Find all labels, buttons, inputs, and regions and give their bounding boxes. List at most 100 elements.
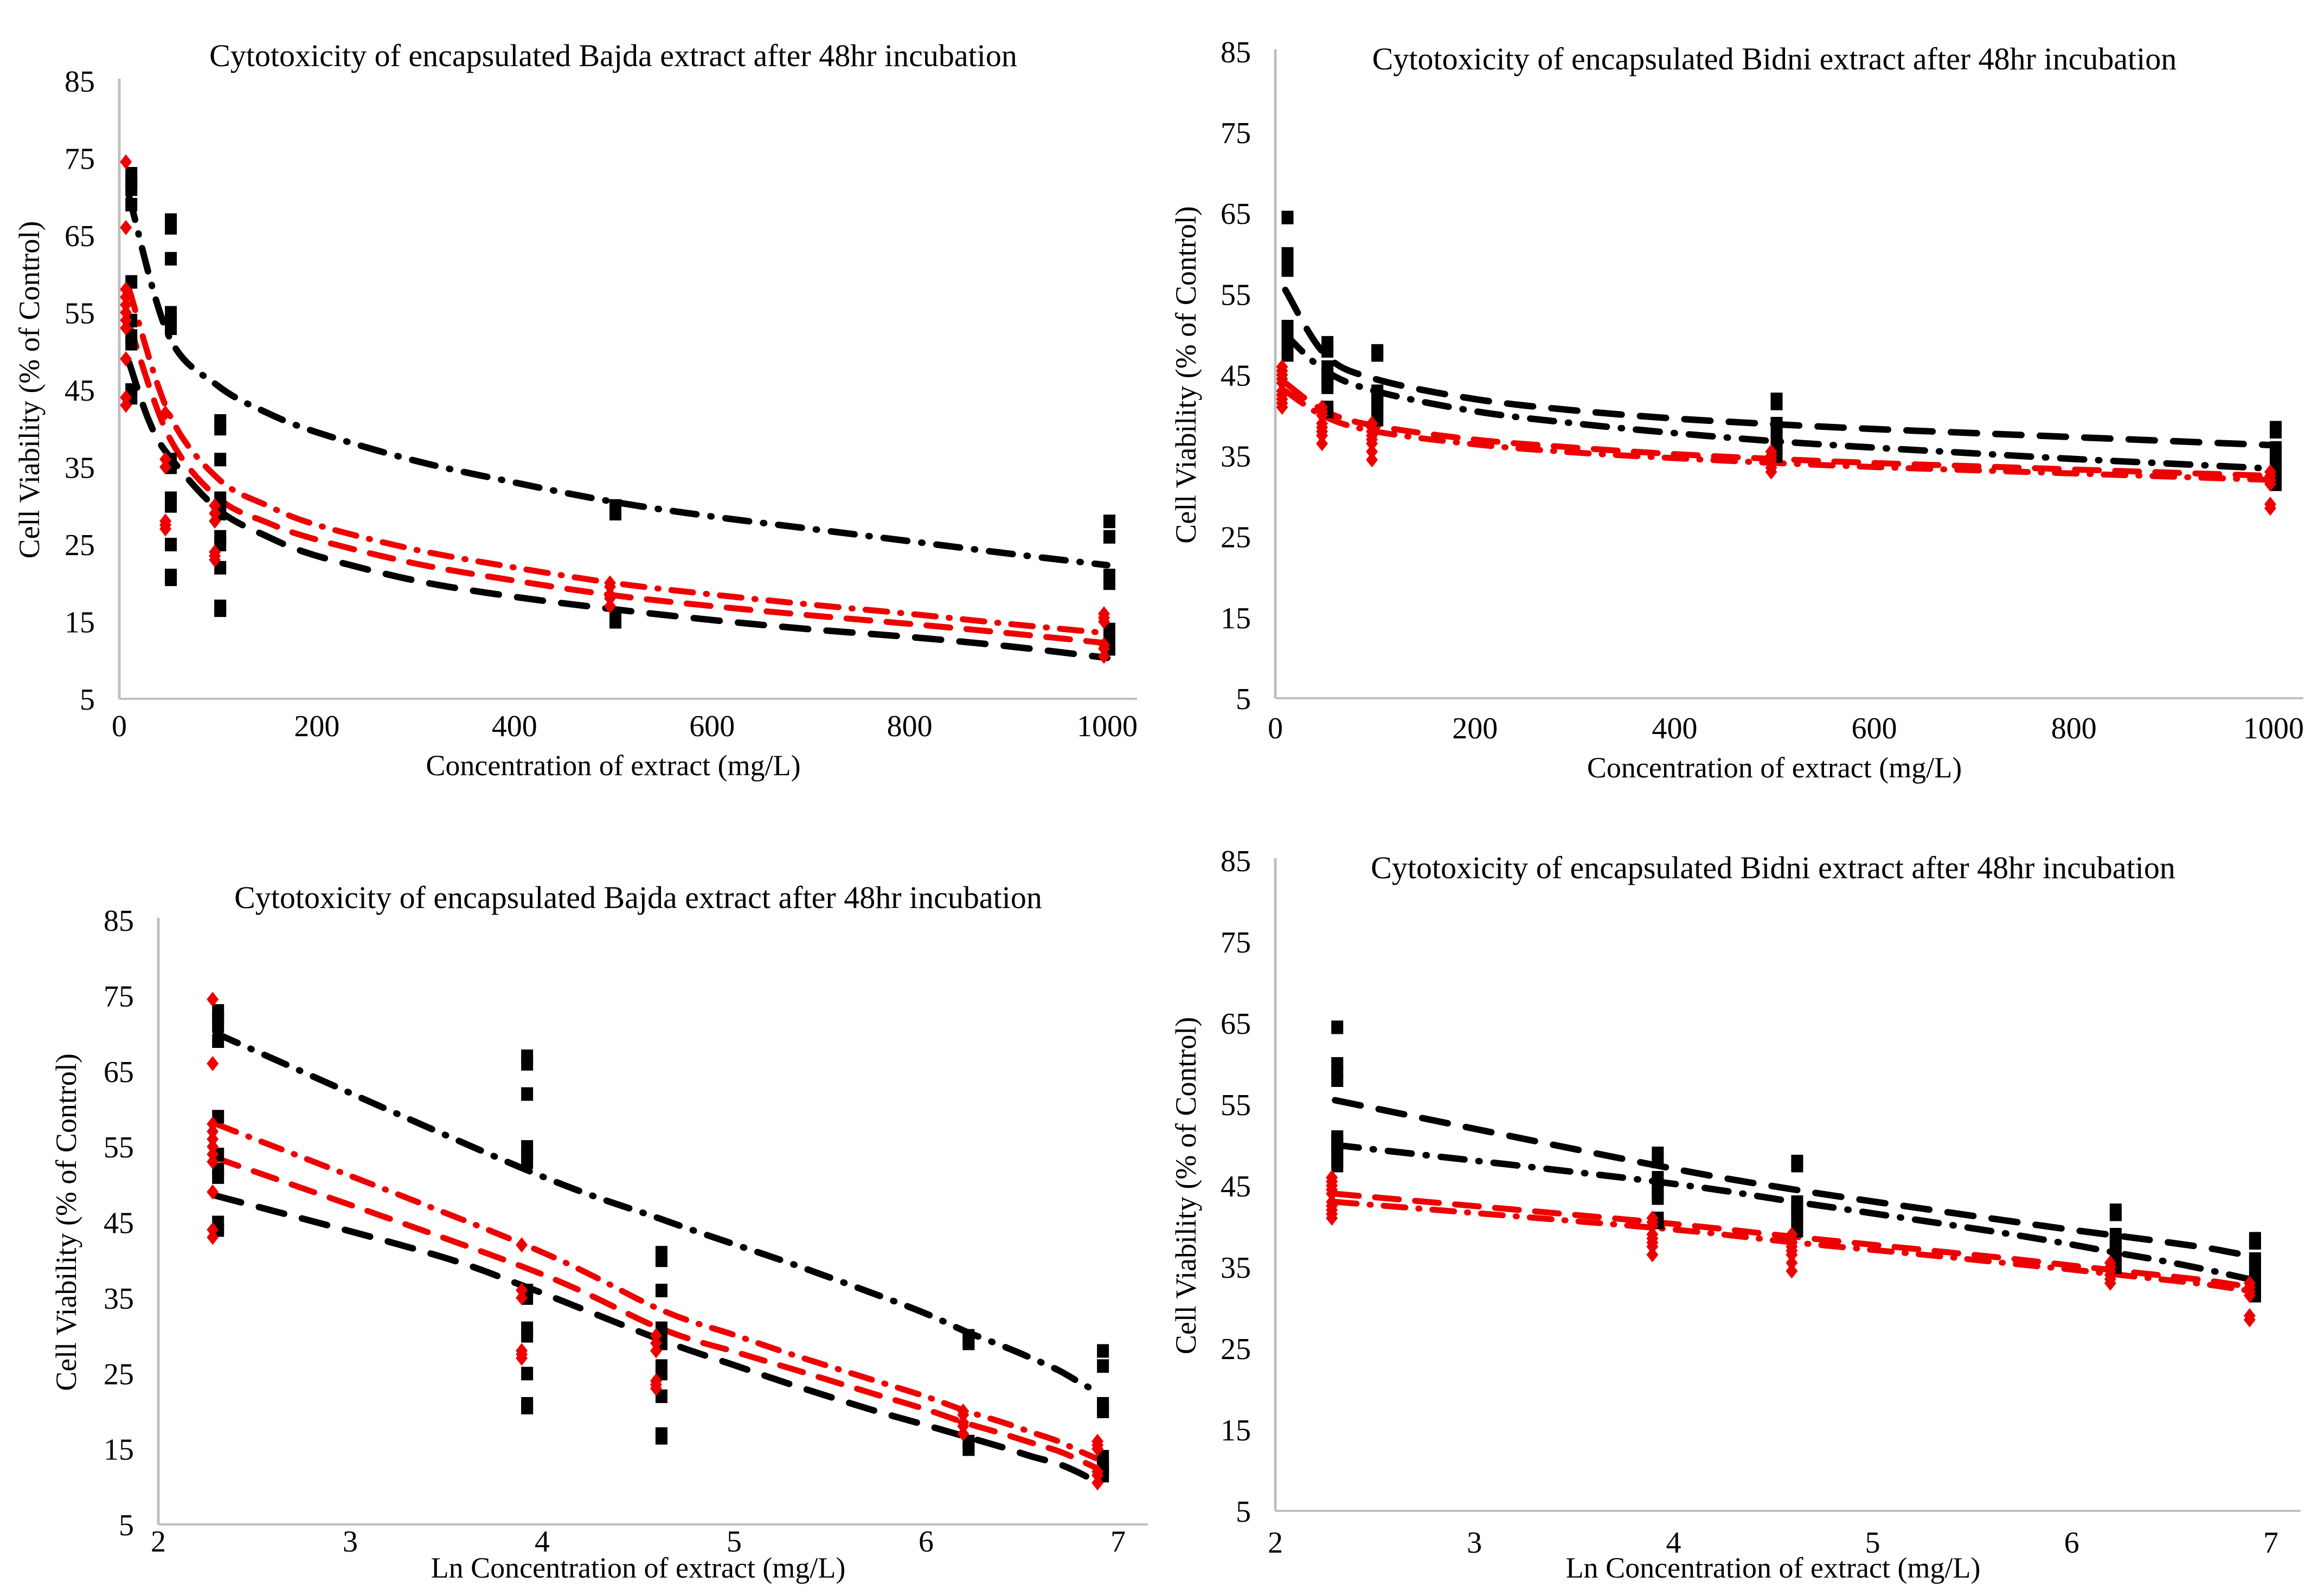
scatter-point-diamond (209, 498, 221, 513)
x-tick-label: 2 (151, 1525, 166, 1559)
scatter-point-square (165, 572, 177, 587)
scatter-point-diamond (1786, 1263, 1798, 1279)
scatter-point-square (1281, 263, 1294, 277)
black-dashdot-fit (213, 1030, 1105, 1397)
scatter-point-square (655, 1283, 667, 1297)
scatter-point-square (655, 1431, 667, 1445)
y-tick-label: 65 (104, 1056, 134, 1089)
y-tick-label: 75 (65, 143, 95, 176)
scatter-point-diamond (1646, 1247, 1659, 1263)
scatter-point-diamond (207, 1230, 219, 1245)
y-tick-label: 55 (1221, 1089, 1251, 1122)
scatter-point-square (521, 1155, 534, 1169)
scatter-point-square (165, 252, 177, 266)
scatter-point-square (2249, 1256, 2261, 1270)
scatter-point-diamond (1786, 1255, 1798, 1271)
scatter-point-square (609, 507, 621, 520)
chart-title: Cytotoxicity of encapsulated Bajda extra… (234, 880, 1042, 915)
scatter-point-square (1281, 348, 1294, 362)
y-tick-label: 65 (1221, 197, 1251, 231)
x-tick-label: 0 (1268, 712, 1283, 745)
scatter-point-square (1097, 1344, 1109, 1358)
x-tick-label: 200 (1452, 712, 1498, 745)
scatter-point-square (655, 1253, 667, 1267)
chart-bajda-concentration: 5 15 25 35 45 55 65 75 85 0 200 400 600 800 1000 Cytoto… (0, 0, 1159, 798)
y-axis-title: Cell Viability (% of Control) (1170, 1017, 1202, 1355)
y-tick-label: 25 (104, 1357, 134, 1391)
scatter-point-diamond (120, 297, 132, 313)
scatter-point-square (1103, 576, 1115, 590)
scatter-point-diamond (957, 1426, 969, 1441)
scatter-point-diamond (2243, 1288, 2256, 1303)
scatter-point-diamond (209, 506, 221, 521)
y-tick-label: 45 (1221, 359, 1251, 393)
scatter-point-diamond (1366, 452, 1378, 468)
red-dashed-fit (1282, 379, 2277, 479)
y-tick-label: 35 (1221, 440, 1251, 474)
scatter-point-diamond (159, 452, 172, 467)
y-tick-label: 45 (104, 1207, 134, 1240)
scatter-point-square (125, 337, 138, 351)
y-tick-label: 15 (1221, 602, 1251, 635)
scatter-point-square (609, 615, 621, 629)
y-tick-label: 55 (104, 1131, 134, 1164)
y-tick-label: 55 (65, 297, 95, 331)
x-axis-title: Ln Concentration of extract (mg/L) (431, 1552, 846, 1584)
scatter-point-square (214, 561, 227, 575)
y-tick-label: 85 (104, 904, 134, 938)
chart-title: Cytotoxicity of encapsulated Bidni extra… (1372, 41, 2177, 76)
black-dashdot-fit (126, 193, 1110, 569)
scatter-point-diamond (207, 1056, 219, 1071)
scatter-point-square (165, 499, 177, 513)
scatter-point-diamond (120, 320, 132, 336)
scatter-point-diamond (604, 590, 616, 606)
scatter-point-square (1097, 1359, 1109, 1373)
scatter-point-diamond (650, 1343, 662, 1359)
scatter-point-diamond (516, 1290, 528, 1305)
scatter-point-diamond (604, 579, 616, 595)
scatter-point-diamond (209, 552, 221, 568)
x-tick-label: 2 (1268, 1526, 1283, 1560)
y-tick-label: 5 (1236, 1495, 1251, 1529)
scatter-point-square (165, 538, 177, 551)
scatter-point-diamond (120, 220, 132, 235)
x-tick-label: 400 (492, 710, 537, 743)
scatter-point-square (1652, 1155, 1664, 1168)
scatter-point-square (521, 1400, 534, 1414)
bidni-concentration-plot: 5 15 25 35 45 55 65 75 85 0 200 400 600 800 1000 Cytoto… (1170, 36, 2304, 784)
chart-title: Cytotoxicity of encapsulated Bajda extra… (209, 38, 1017, 73)
scatter-point-diamond (1316, 436, 1328, 452)
y-tick-label: 35 (104, 1282, 134, 1316)
y-tick-label: 5 (1236, 683, 1251, 716)
scatter-point-diamond (207, 992, 219, 1007)
x-tick-label: 200 (294, 710, 339, 743)
x-tick-label: 0 (112, 710, 127, 743)
y-tick-label: 45 (65, 374, 95, 408)
scatter-point-square (1103, 514, 1115, 529)
y-tick-label: 25 (1221, 521, 1251, 555)
scatter-point-square (1321, 344, 1334, 358)
x-tick-label: 7 (2263, 1526, 2278, 1560)
scatter-point-square (212, 1170, 224, 1184)
scatter-point-square (1770, 429, 1783, 443)
x-axis-title: Concentration of extract (mg/L) (426, 749, 800, 782)
x-tick-label: 1000 (2243, 712, 2304, 745)
x-tick-label: 6 (2064, 1526, 2079, 1560)
scatter-point-diamond (516, 1237, 528, 1253)
scatter-point-square (1331, 1073, 1344, 1087)
scatter-point-square (1103, 530, 1115, 544)
y-tick-label: 15 (1221, 1414, 1251, 1447)
scatter-point-diamond (159, 405, 172, 421)
scatter-point-diamond (2104, 1276, 2116, 1291)
scatter-point-diamond (209, 513, 221, 529)
x-tick-label: 6 (919, 1525, 934, 1559)
y-tick-label: 75 (104, 980, 134, 1013)
scatter-point-diamond (159, 521, 172, 537)
x-tick-label: 1000 (1077, 710, 1138, 743)
scatter-point-square (1097, 1404, 1109, 1418)
scatter-point-square (962, 1336, 975, 1350)
scatter-point-square (214, 603, 227, 617)
black-dashed-fit (126, 359, 1110, 661)
x-tick-label: 4 (535, 1525, 550, 1559)
